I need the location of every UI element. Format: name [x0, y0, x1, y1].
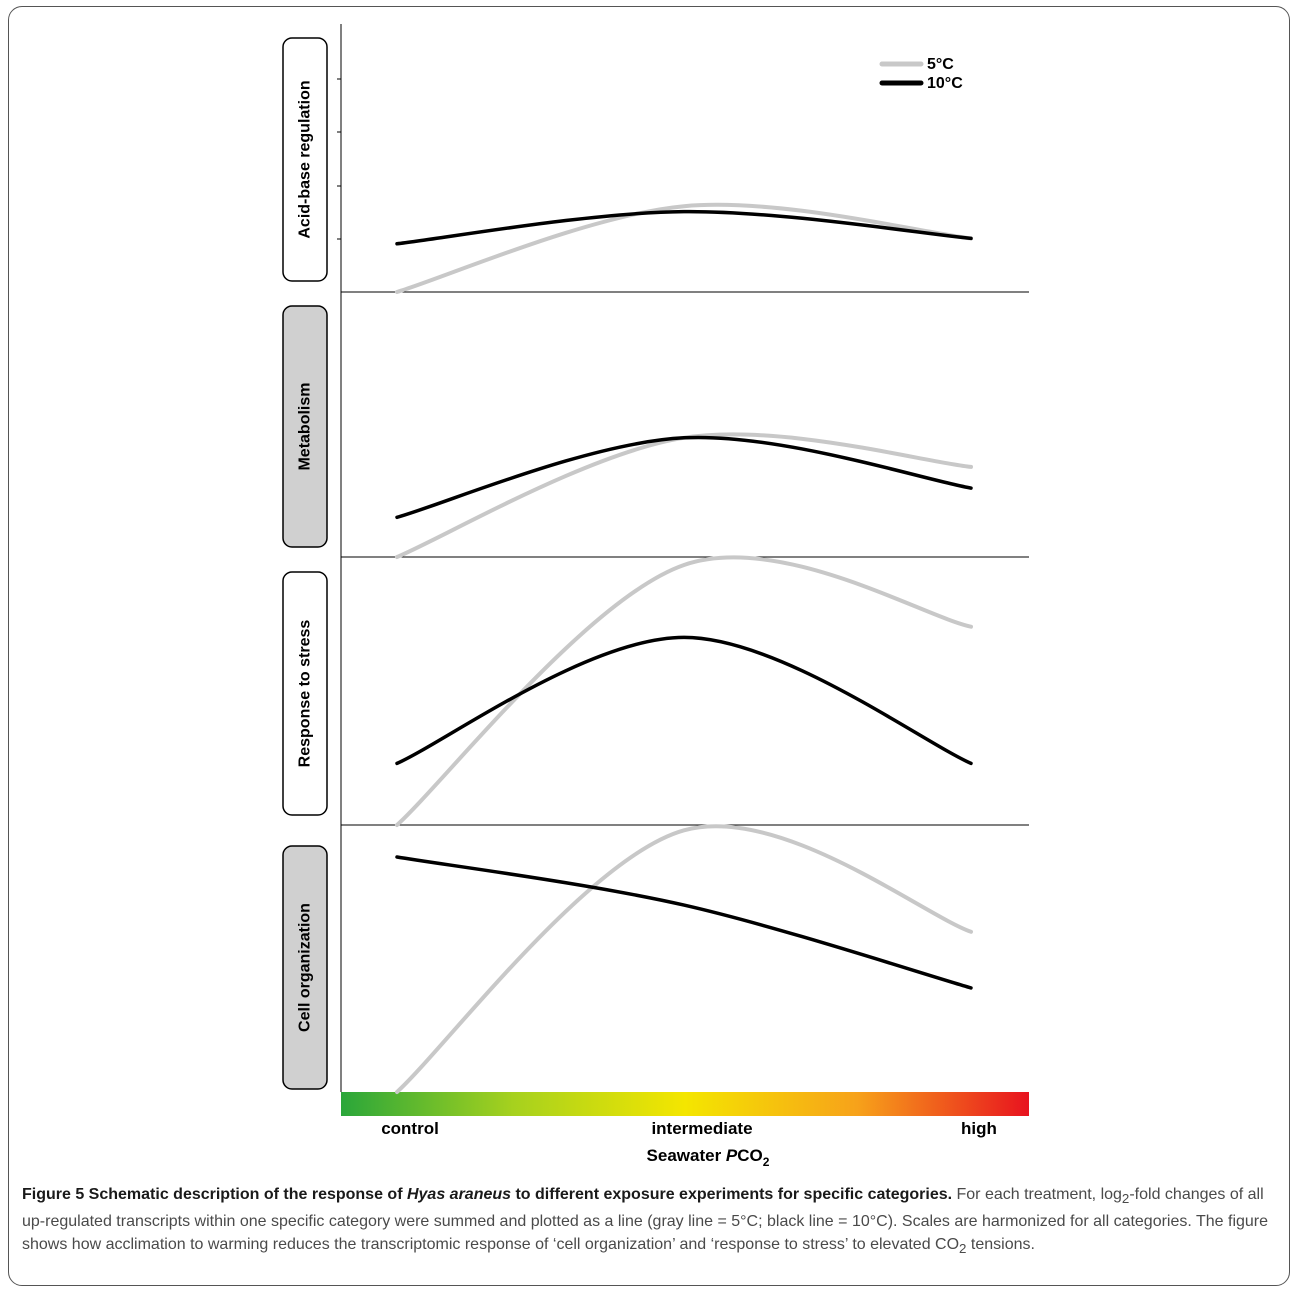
legend-label-1: 10°C: [927, 75, 963, 92]
panel-2-series-5C: [395, 555, 973, 827]
panel-label-2: Response to stress: [297, 620, 314, 768]
caption-species: Hyas araneus: [406, 1186, 512, 1203]
panel-2: Response to stress: [282, 555, 973, 827]
x-tick-label-intermediate: intermediate: [651, 1119, 752, 1138]
panel-3: Cell organization: [282, 824, 973, 1094]
panel-label-3: Cell organization: [297, 903, 314, 1032]
panel-1: Metabolism: [282, 305, 973, 559]
caption-title: Figure 5 Schematic description of the re…: [22, 1186, 953, 1203]
panel-label-box-1: [282, 305, 328, 548]
panel-label-0: Acid-base regulation: [297, 80, 314, 238]
co2-colorbar: [341, 1092, 1029, 1116]
panel-0-series-5C: [395, 202, 973, 294]
panel-2-series-10C: [395, 635, 973, 766]
figure-caption: Figure 5 Schematic description of the re…: [22, 1183, 1277, 1260]
panel-label-box-0: [282, 37, 328, 282]
panel-label-1: Metabolism: [297, 382, 314, 470]
x-tick-label-control: control: [381, 1119, 439, 1138]
caption-body-a: For each treatment, log: [952, 1186, 1122, 1203]
panel-0-series-10C: [395, 209, 973, 246]
panel-label-box-2: [282, 571, 328, 816]
panel-1-series-10C: [395, 435, 973, 520]
caption-log-sub: 2: [1121, 1191, 1130, 1207]
legend-label-0: 5°C: [927, 56, 954, 73]
caption-body-c: tensions.: [966, 1236, 1035, 1254]
caption-co-sub: 2: [959, 1241, 967, 1257]
panel-1-series-5C: [395, 432, 973, 559]
x-tick-label-high: high: [961, 1119, 997, 1138]
legend: 5°C 10°C: [879, 56, 963, 92]
figure-chart: control intermediate high Seawater PCO2 Acid…: [282, 24, 1029, 1169]
panel-label-box-3: [282, 845, 328, 1090]
x-axis-label: Seawater PCO2: [647, 1146, 770, 1169]
caption-body-b: -fold changes of all up-regulated transc…: [22, 1186, 1269, 1254]
figure-frame: [8, 6, 1290, 1286]
panel-3-series-10C: [395, 855, 973, 990]
panel-0: Acid-base regulation: [282, 37, 973, 294]
panel-3-series-5C: [395, 824, 973, 1094]
